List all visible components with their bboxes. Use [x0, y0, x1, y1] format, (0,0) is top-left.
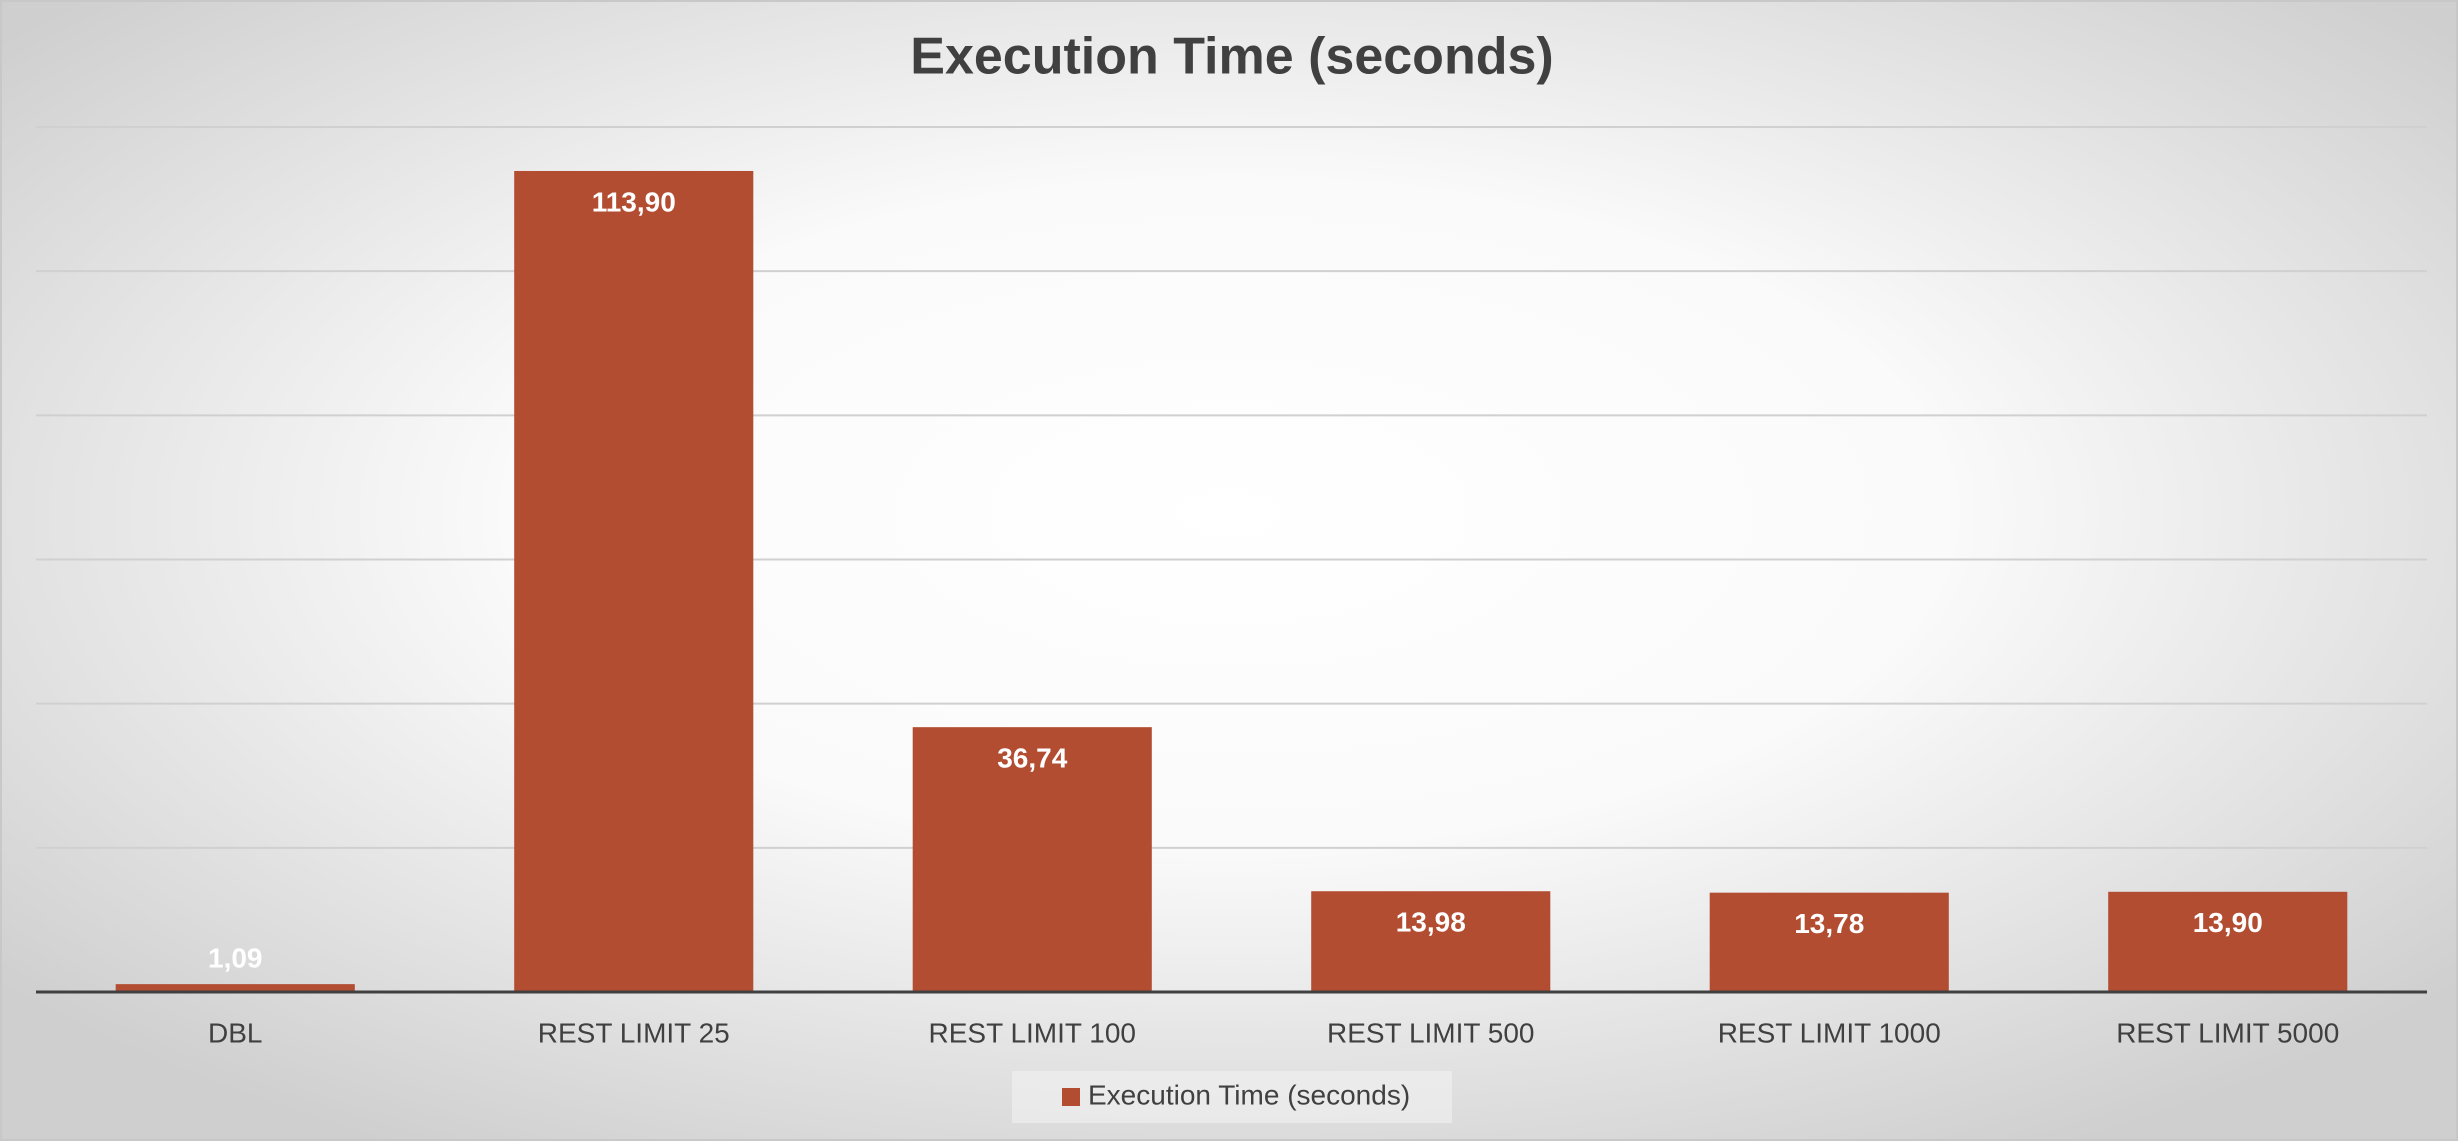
bar [912, 727, 1152, 992]
x-tick-label: REST LIMIT 1000 [1718, 1017, 1941, 1048]
x-tick-label: DBL [208, 1017, 262, 1048]
x-tick-label: REST LIMIT 5000 [2116, 1017, 2339, 1048]
bar [514, 170, 754, 993]
x-tick-label: REST LIMIT 500 [1327, 1017, 1535, 1048]
data-label: 13,90 [2193, 907, 2263, 938]
bar [2108, 891, 2348, 992]
bar [1709, 892, 1949, 992]
data-label: 113,90 [592, 186, 676, 217]
x-tick-label: REST LIMIT 100 [929, 1017, 1137, 1048]
legend-swatch [1062, 1088, 1080, 1106]
x-tick-label: REST LIMIT 25 [538, 1017, 730, 1048]
bar [115, 984, 355, 992]
data-label: 1,09 [208, 943, 263, 974]
chart-title: Execution Time (seconds) [910, 28, 1553, 86]
data-label: 13,98 [1396, 907, 1466, 938]
legend-background [1012, 1071, 1452, 1123]
bar [1311, 891, 1551, 992]
legend-label: Execution Time (seconds) [1088, 1079, 1410, 1110]
data-label: 36,74 [997, 743, 1067, 774]
data-label: 13,78 [1794, 908, 1864, 939]
